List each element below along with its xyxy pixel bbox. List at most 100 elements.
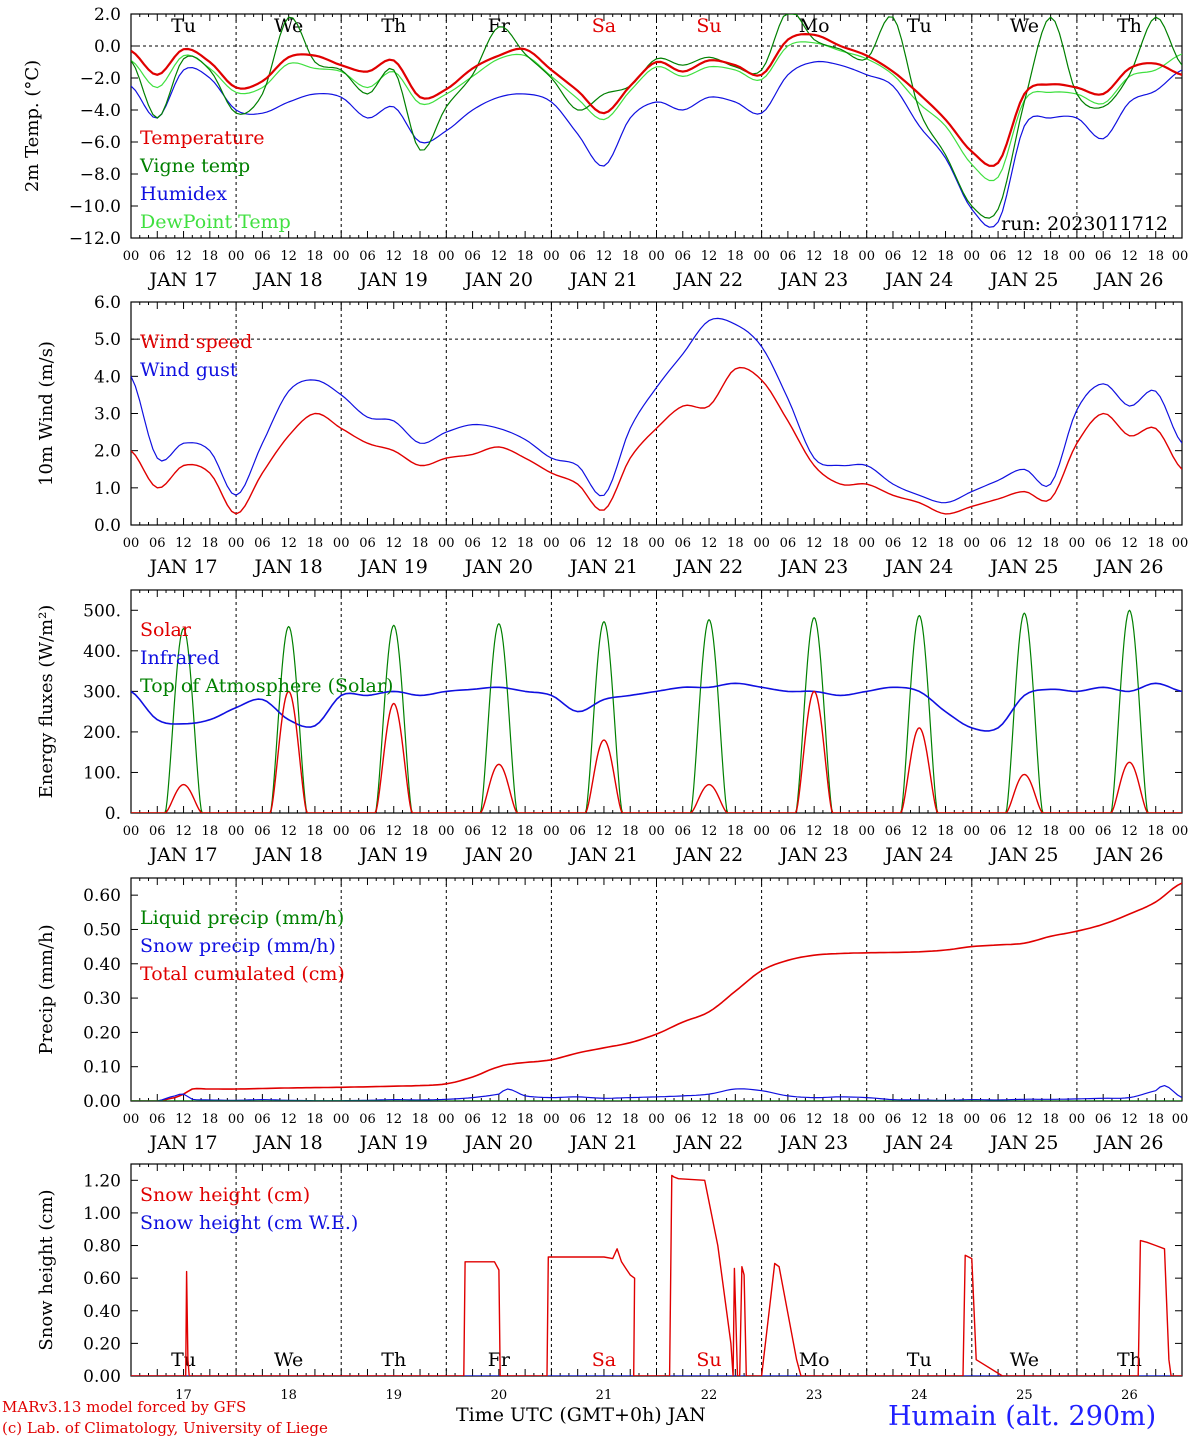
hour-tick-label: 00 <box>438 824 455 839</box>
hour-tick-label: 18 <box>1147 536 1164 551</box>
hour-tick-label: 12 <box>175 249 192 264</box>
weekday-label: Su <box>696 15 721 37</box>
hour-tick-label: 18 <box>412 536 429 551</box>
hour-tick-label: 00 <box>858 249 875 264</box>
hour-tick-label: 06 <box>254 249 271 264</box>
hour-tick-label: 06 <box>149 1112 166 1127</box>
weekday-label: Th <box>1117 1349 1142 1371</box>
date-label: JAN 24 <box>883 556 953 578</box>
hour-tick-label: 12 <box>1016 249 1033 264</box>
hour-tick-label: 18 <box>412 1112 429 1127</box>
hour-tick-label: 00 <box>123 249 140 264</box>
date-label: JAN 21 <box>568 269 638 291</box>
series-line-snow-height-cm- <box>131 1174 1182 1376</box>
hour-tick-label: 18 <box>727 249 744 264</box>
hour-tick-label: 12 <box>491 536 508 551</box>
date-label: JAN 21 <box>568 844 638 866</box>
date-label: JAN 25 <box>988 844 1058 866</box>
hour-tick-label: 06 <box>254 536 271 551</box>
hour-tick-label: 12 <box>385 249 402 264</box>
date-label: JAN 25 <box>988 269 1058 291</box>
y-tick-label: −8.0 <box>80 165 121 185</box>
date-label: JAN 20 <box>463 844 533 866</box>
hour-tick-label: 00 <box>438 1112 455 1127</box>
hour-tick-label: 00 <box>858 824 875 839</box>
date-label: JAN 18 <box>253 844 323 866</box>
series-line-total-cumulated-cm- <box>131 882 1182 1101</box>
day-number-label: 23 <box>806 1388 823 1403</box>
y-tick-label: 0.20 <box>83 1334 121 1354</box>
hour-tick-label: 18 <box>727 824 744 839</box>
y-axis-label: Energy fluxes (W/m²) <box>36 605 57 799</box>
hour-tick-label: 12 <box>1016 536 1033 551</box>
hour-tick-label: 18 <box>622 536 639 551</box>
hour-tick-label: 12 <box>280 824 297 839</box>
hour-tick-label: 06 <box>780 536 797 551</box>
hour-tick-label: 18 <box>412 824 429 839</box>
hour-tick-label: 12 <box>806 249 823 264</box>
legend-entry: Top of Atmosphere (Solar) <box>140 675 393 697</box>
y-tick-label: −2.0 <box>80 69 121 89</box>
weekday-label: Tu <box>171 1349 196 1371</box>
y-axis-label: Precip (mm/h) <box>36 924 57 1054</box>
y-tick-label: 0.50 <box>83 920 121 940</box>
date-label: JAN 23 <box>778 844 848 866</box>
weekday-label: Tu <box>907 1349 932 1371</box>
hour-tick-label: 06 <box>1095 249 1112 264</box>
hour-tick-label: 18 <box>202 249 219 264</box>
hour-tick-label: 12 <box>1121 249 1138 264</box>
hour-tick-label: 00 <box>228 1112 245 1127</box>
hour-tick-label: 00 <box>1069 249 1086 264</box>
date-label: JAN 22 <box>673 1132 743 1154</box>
weekday-label: Th <box>381 15 406 37</box>
legend-entry: Wind speed <box>140 331 252 353</box>
plot-frame <box>130 589 1183 814</box>
day-number-label: 17 <box>175 1388 192 1403</box>
weekday-label: Tu <box>907 15 932 37</box>
hour-tick-label: 00 <box>1172 824 1189 839</box>
panel-5: 1.20 1.00 0.80 0.60 0.40 0.20 0.00 Snow height … <box>36 1163 1183 1403</box>
hour-tick-label: 12 <box>175 1112 192 1127</box>
date-label: JAN 24 <box>883 269 953 291</box>
hour-tick-label: 12 <box>491 249 508 264</box>
hour-tick-label: 00 <box>1069 824 1086 839</box>
day-number-label: 25 <box>1016 1388 1033 1403</box>
hour-tick-label: 12 <box>701 824 718 839</box>
date-label: JAN 21 <box>568 1132 638 1154</box>
date-label: JAN 17 <box>147 269 217 291</box>
hour-tick-label: 00 <box>123 536 140 551</box>
hour-tick-label: 00 <box>964 1112 981 1127</box>
y-tick-label: −10.0 <box>69 197 121 217</box>
y-tick-label: 200. <box>83 723 121 743</box>
hour-tick-label: 00 <box>333 1112 350 1127</box>
hour-tick-label: 12 <box>1016 824 1033 839</box>
hour-tick-label: 18 <box>307 536 324 551</box>
hour-tick-label: 06 <box>990 824 1007 839</box>
panel-1: 2.0 0.0 −2.0 −4.0 −6.0 −8.0 −10.0 −12.0 2m Temp.… <box>22 5 1188 291</box>
hour-tick-label: 06 <box>149 824 166 839</box>
y-tick-label: 300. <box>83 682 121 702</box>
hour-tick-label: 18 <box>622 1112 639 1127</box>
panel-2: 6.0 5.0 4.0 3.0 2.0 1.0 0.0 10m Wind (m/s) 00 06 1… <box>36 293 1188 578</box>
hour-tick-label: 18 <box>517 824 534 839</box>
hour-tick-label: 06 <box>885 824 902 839</box>
run-label: run: 2023011712 <box>1001 213 1168 235</box>
y-tick-label: 0.00 <box>83 1367 121 1387</box>
date-label: JAN 24 <box>883 1132 953 1154</box>
hour-tick-label: 12 <box>596 1112 613 1127</box>
hour-tick-label: 18 <box>622 249 639 264</box>
y-tick-label: 1.00 <box>83 1204 121 1224</box>
hour-tick-label: 18 <box>307 824 324 839</box>
hour-tick-label: 06 <box>780 249 797 264</box>
hour-tick-label: 12 <box>911 249 928 264</box>
weekday-label: Th <box>1117 15 1142 37</box>
y-tick-label: 3.0 <box>94 405 121 425</box>
legend-entry: Solar <box>140 619 192 641</box>
hour-tick-label: 12 <box>385 536 402 551</box>
hour-tick-label: 12 <box>175 536 192 551</box>
series-line-temperature <box>131 33 1182 167</box>
date-label: JAN 17 <box>147 1132 217 1154</box>
hour-tick-label: 00 <box>228 536 245 551</box>
hour-tick-label: 18 <box>727 536 744 551</box>
